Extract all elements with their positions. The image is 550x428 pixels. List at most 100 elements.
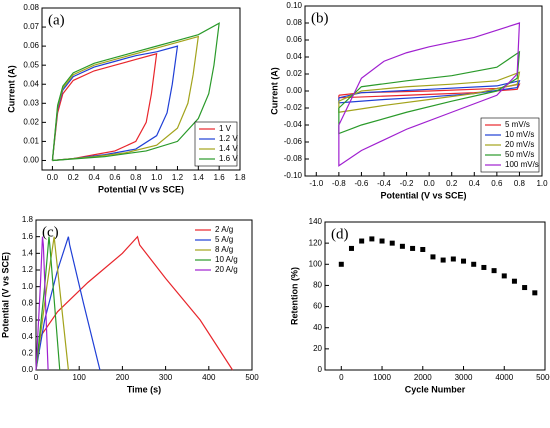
- y-tick-label: 1.6: [22, 232, 34, 241]
- legend-label: 10 A/g: [215, 255, 238, 264]
- y-tick-label: 0.6: [22, 315, 34, 324]
- panel-label: (b): [311, 10, 329, 26]
- legend-label: 2 A/g: [215, 225, 233, 234]
- y-tick-label: -0.08: [284, 154, 303, 163]
- y-tick-label: 0.4: [22, 332, 34, 341]
- y-tick-label: -0.04: [284, 120, 303, 129]
- y-tick-label: 0.02: [23, 117, 39, 126]
- x-tick-label: 0.0: [47, 173, 59, 182]
- y-axis-label: Current (A): [269, 67, 279, 115]
- point: [501, 273, 507, 279]
- y-axis-label: Retention (%): [289, 267, 299, 325]
- y-tick-label: 0.05: [23, 60, 39, 69]
- series-line: [338, 71, 521, 113]
- point: [440, 257, 446, 263]
- point: [399, 243, 405, 249]
- y-tick-label: 0.04: [23, 79, 39, 88]
- point: [379, 238, 385, 244]
- y-tick-label: 1.0: [22, 282, 34, 291]
- point: [522, 285, 528, 291]
- x-tick-label: 500: [245, 373, 259, 382]
- x-tick-label: -0.2: [400, 179, 414, 188]
- series-line: [35, 235, 234, 371]
- y-tick-label: 0.04: [286, 52, 302, 61]
- point: [471, 261, 477, 267]
- y-tick-label: 0.03: [23, 98, 39, 107]
- y-tick-label: 60: [313, 302, 322, 311]
- y-tick-label: 0.01: [23, 137, 39, 146]
- point: [461, 258, 467, 264]
- legend-label: 100 mV/s: [505, 160, 539, 169]
- x-tick-label: 400: [202, 373, 216, 382]
- point: [359, 238, 365, 244]
- x-tick-label: -0.4: [377, 179, 391, 188]
- x-tick-label: 0.2: [68, 173, 80, 182]
- y-tick-label: 120: [309, 238, 323, 247]
- y-tick-label: 80: [313, 281, 322, 290]
- panel-label: (a): [48, 12, 65, 28]
- series-line: [51, 52, 158, 162]
- x-tick-label: 0: [339, 373, 344, 382]
- plot-frame: [35, 219, 253, 371]
- x-tick-label: 1.2: [172, 173, 184, 182]
- legend-label: 1 V: [219, 124, 232, 133]
- x-tick-label: 0.6: [491, 179, 503, 188]
- point: [369, 236, 375, 242]
- y-tick-label: 140: [309, 217, 323, 226]
- x-tick-label: 0.6: [109, 173, 121, 182]
- x-tick-label: 1.0: [151, 173, 163, 182]
- x-tick-label: 0.8: [514, 179, 526, 188]
- point: [511, 278, 517, 284]
- plot-frame: [41, 7, 241, 171]
- y-tick-label: 20: [313, 344, 322, 353]
- point: [430, 254, 436, 260]
- y-tick-label: 1.8: [22, 215, 34, 224]
- series-line: [51, 35, 200, 162]
- series-line: [338, 79, 521, 104]
- y-tick-label: 0.2: [22, 348, 34, 357]
- series-line: [338, 50, 521, 135]
- x-tick-label: 0.4: [89, 173, 101, 182]
- y-tick-label: 1.4: [22, 248, 34, 257]
- y-tick-label: 0.00: [286, 86, 302, 95]
- point: [420, 246, 426, 252]
- y-tick-label: 0.07: [23, 22, 39, 31]
- y-tick-label: 0: [318, 365, 323, 374]
- point: [450, 256, 456, 262]
- x-tick-label: -0.6: [355, 179, 369, 188]
- x-tick-label: -0.8: [332, 179, 346, 188]
- series-line: [338, 22, 521, 167]
- point: [389, 240, 395, 246]
- y-tick-label: 40: [313, 323, 322, 332]
- x-tick-label: 3000: [455, 373, 473, 382]
- legend-label: 5 A/g: [215, 235, 233, 244]
- panel-label: (c): [42, 224, 59, 240]
- series-line: [35, 236, 69, 371]
- y-tick-label: 100: [309, 259, 323, 268]
- legend-label: 5 mV/s: [505, 120, 530, 129]
- legend-label: 8 A/g: [215, 245, 233, 254]
- x-tick-label: 1.8: [234, 173, 246, 182]
- x-axis-label: Potential (V vs SCE): [380, 190, 466, 200]
- x-tick-label: 0.2: [446, 179, 458, 188]
- y-tick-label: 0.00: [23, 156, 39, 165]
- x-tick-label: 2000: [414, 373, 432, 382]
- x-tick-label: 0.8: [130, 173, 142, 182]
- x-tick-label: 0.4: [469, 179, 481, 188]
- x-tick-label: 300: [159, 373, 173, 382]
- y-tick-label: 0.08: [286, 18, 302, 27]
- y-tick-label: 0.0: [22, 365, 34, 374]
- panel-label: (d): [331, 226, 349, 242]
- point: [338, 261, 344, 267]
- x-tick-label: 1.4: [193, 173, 205, 182]
- x-axis-label: Potential (V vs SCE): [98, 184, 184, 194]
- x-tick-label: 1.6: [214, 173, 226, 182]
- x-axis-label: Cycle Number: [405, 384, 466, 394]
- y-tick-label: -0.10: [284, 171, 303, 180]
- y-tick-label: 0.08: [23, 3, 39, 12]
- y-axis-label: Potential (V vs SCE): [0, 252, 10, 338]
- point: [491, 268, 497, 274]
- y-tick-label: 0.06: [23, 41, 39, 50]
